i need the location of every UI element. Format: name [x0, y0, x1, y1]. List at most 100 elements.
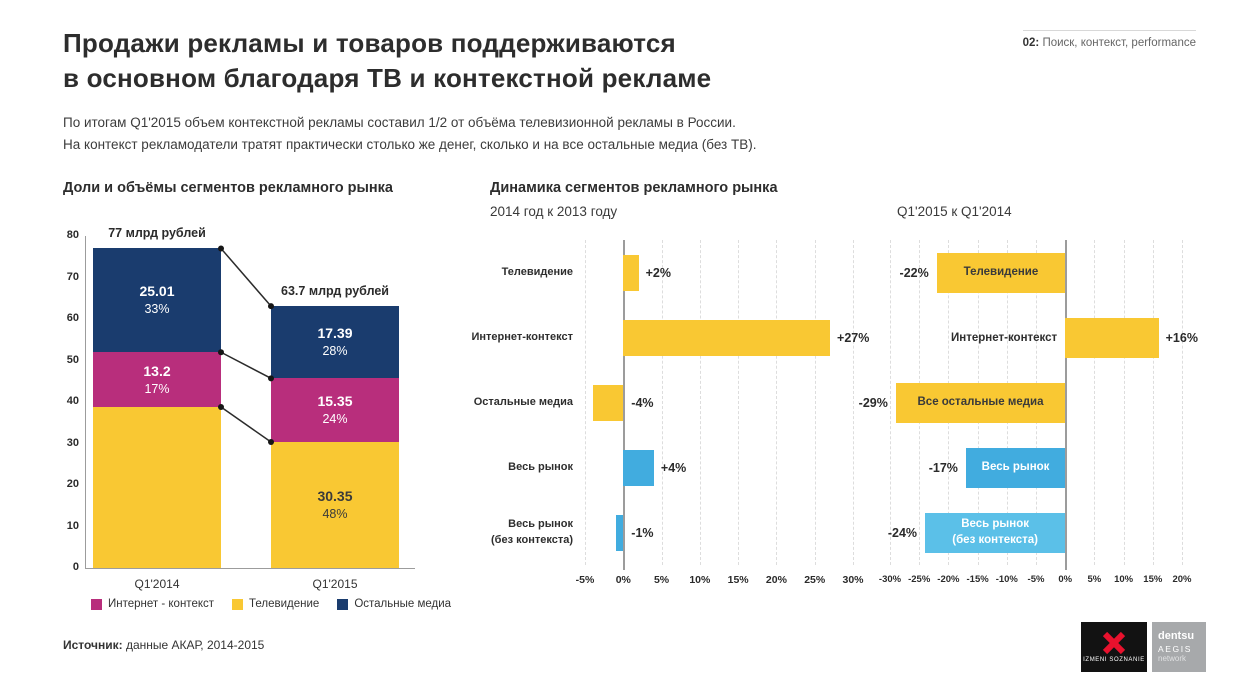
page-title: Продажи рекламы и товаров поддерживаются… — [63, 26, 711, 96]
x-tick-label: -25% — [908, 574, 931, 585]
x-tick-label: -5% — [575, 574, 595, 586]
x-tick-label: 15% — [727, 574, 749, 586]
x-tick-label: 0% — [1058, 574, 1073, 585]
x-tick-label: 15% — [1143, 574, 1163, 585]
segment-pct-label: 28% — [322, 344, 348, 359]
bar-value-label: -1% — [631, 525, 654, 540]
x-tick-label: 30% — [842, 574, 864, 586]
grid-line — [1182, 240, 1183, 565]
row-category-line: (без контекста) — [491, 533, 573, 546]
x-category-label: Q1'2014 — [134, 577, 180, 591]
y-tick-label: 60 — [66, 312, 79, 324]
y-tick-label: 80 — [66, 229, 79, 241]
legend-label: Остальные медиа — [354, 598, 452, 610]
bar-total-label: 77 млрд рублей — [108, 226, 206, 241]
bar-value-label: -29% — [858, 395, 888, 410]
bar-segment: 25.01 33% — [93, 248, 221, 353]
slide-subtitle-line2: На контекст рекламодатели тратят практич… — [63, 137, 757, 153]
dentsu-aegis-logo: dentsu AEGIS network — [1152, 622, 1206, 672]
legend-label: Телевидение — [249, 598, 320, 610]
bar-value-label: +27% — [837, 330, 870, 345]
x-tick-label: -15% — [966, 574, 989, 585]
h-bar — [1065, 317, 1159, 358]
bar-value-label: -4% — [631, 395, 654, 410]
x-tick-label: -5% — [1027, 574, 1045, 585]
connector-line — [220, 351, 272, 380]
connector-line — [220, 406, 272, 443]
segment-value-label: 17.39 — [317, 325, 353, 342]
izmeni-soznanie-logo: IZMENI SOZNANIE — [1081, 622, 1147, 672]
grid-line — [1094, 240, 1096, 565]
x-axis-line — [85, 568, 415, 569]
grid-line — [890, 240, 891, 565]
bar-inside-label: (без контекста) — [952, 533, 1038, 546]
x-tick-label: 20% — [1172, 574, 1192, 585]
slide-subtitle-line1: По итогам Q1'2015 объем контекстной рекл… — [63, 115, 736, 130]
row-category-line: Весь рынок — [508, 460, 573, 473]
grid-line — [814, 240, 816, 565]
x-tick-label: 20% — [765, 574, 787, 586]
source-label: Источник: — [63, 638, 123, 652]
aegis-logo-text: AEGIS — [1158, 643, 1192, 654]
x-tick-label: 0% — [615, 574, 631, 586]
page-title-line2: в основном благодаря ТВ и контекстной ре… — [63, 63, 712, 94]
grid-line — [738, 240, 740, 565]
row-category-label: Интернет-контекст — [471, 305, 573, 370]
dynamics-q1-subtitle: Q1'2015 к Q1'2014 — [897, 204, 1012, 219]
bar-total-label: 63.7 млрд рублей — [281, 284, 389, 299]
grid-line — [661, 240, 663, 565]
slide-subtitle: По итогам Q1'2015 объем контекстной рекл… — [63, 112, 756, 157]
h-bar — [623, 449, 654, 486]
x-tick-label: 5% — [1087, 574, 1102, 585]
dynamics-2014-subtitle: 2014 год к 2013 году — [490, 204, 618, 219]
row-category-line: Телевидение — [501, 265, 573, 278]
x-tick-label: -20% — [937, 574, 960, 585]
network-logo-text: network — [1158, 654, 1187, 664]
row-category-line: Интернет-контекст — [471, 330, 573, 343]
izmeni-logo-text: IZMENI SOZNANIE — [1083, 656, 1145, 663]
x-tick-label: -10% — [995, 574, 1018, 585]
grid-line — [1152, 240, 1154, 565]
bar-segment: 13.2 17% — [93, 352, 221, 407]
grid-line — [1123, 240, 1125, 565]
grid-line — [776, 240, 778, 565]
legend-label: Интернет - контекст — [108, 598, 215, 610]
bar-value-label: -24% — [887, 525, 918, 540]
bar-inside-label: Все остальные медиа — [917, 395, 1044, 408]
y-tick-label: 30 — [66, 436, 79, 449]
segment-value-label: 25.01 — [139, 283, 175, 300]
y-tick-label: 70 — [66, 270, 79, 283]
bar-inside-label: Весь рынок — [981, 460, 1050, 473]
legend-swatch — [91, 598, 102, 610]
grid-line — [853, 240, 854, 565]
chart-legend: Интернет - контекст Телевидение Остальные … — [91, 598, 451, 610]
left-chart-title: Доли и объёмы сегментов рекламного рынка — [63, 180, 393, 196]
source-note: Источник: данные АКАР, 2014-2015 — [63, 638, 264, 652]
h-bar — [623, 319, 831, 356]
y-tick-label: 40 — [66, 395, 79, 407]
zero-line — [1065, 240, 1068, 570]
x-tick-label: 10% — [689, 574, 711, 586]
dynamics-q1-bar-chart: -30% -25% -20% -15% -10% -5% 0% 5% 10% 15% 20% Теле… — [859, 230, 1214, 598]
section-tag-number: 02: — [1022, 37, 1040, 49]
h-bar: Телевидение — [936, 252, 1066, 293]
legend-item: Остальные медиа — [337, 598, 451, 610]
segment-pct-label: 17% — [144, 381, 170, 396]
h-bar: Весь рынок (без контекста) — [925, 512, 1066, 553]
izmeni-x-icon — [1102, 631, 1126, 654]
bar-inside-label: Весь рынок — [961, 517, 1029, 530]
y-axis-line — [85, 236, 86, 568]
source-text: данные АКАР, 2014-2015 — [122, 638, 265, 652]
segment-pct-label: 33% — [144, 302, 170, 317]
x-tick-label: 10% — [1114, 574, 1134, 585]
row-category-label: Телевидение — [502, 240, 573, 305]
row-category-label: Интернет-контекст — [951, 331, 1058, 344]
legend-item: Интернет - контекст — [91, 598, 214, 610]
bar-value-label: -22% — [899, 265, 929, 280]
segment-value-label: 15.35 — [317, 393, 353, 410]
section-tag-text: Поиск, контекст, performance — [1039, 37, 1196, 49]
bar-segment — [93, 407, 221, 568]
row-category-label: Остальные медиа — [474, 370, 573, 435]
h-bar: Все остальные медиа — [895, 382, 1066, 423]
y-tick-label: 10 — [66, 519, 79, 532]
